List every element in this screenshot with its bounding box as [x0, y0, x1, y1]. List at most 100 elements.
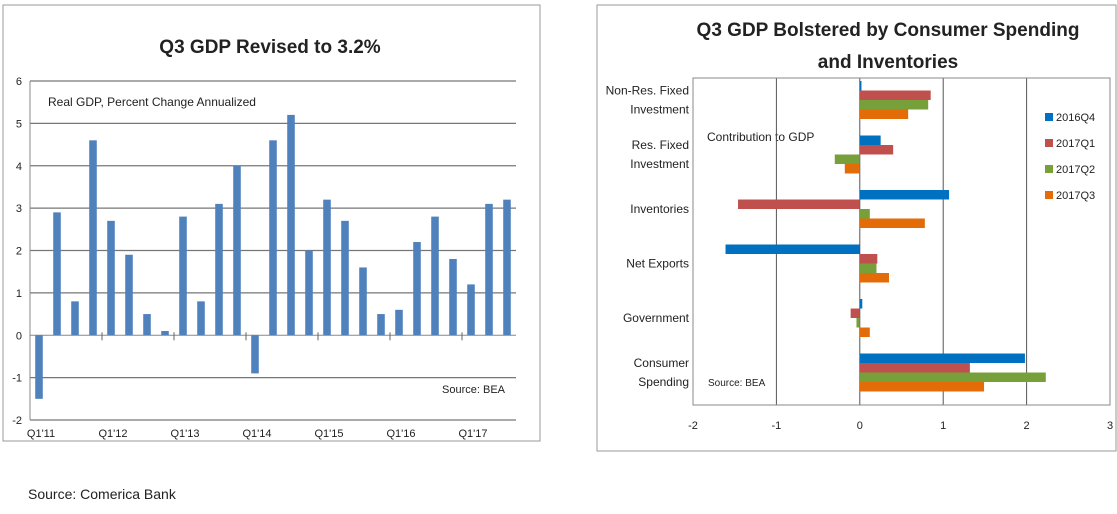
bar [143, 314, 151, 336]
bar-2017Q3 [859, 109, 909, 119]
y-tick-label: 2 [16, 246, 22, 258]
y-tick-label: 3 [16, 203, 22, 215]
bar [197, 301, 205, 336]
bar-2016Q4 [859, 353, 1025, 363]
bar [287, 114, 295, 336]
x-tick-label: Q1'17 [458, 428, 487, 440]
bar-2017Q3 [859, 327, 870, 337]
bar-2016Q4 [859, 190, 950, 200]
bar-2017Q1 [859, 254, 878, 264]
bar-2017Q1 [850, 308, 860, 318]
y-tick-label: -1 [12, 373, 22, 385]
footer-source: Source: Comerica Bank [28, 486, 176, 502]
bar [215, 203, 223, 336]
y-tick-label: 0 [16, 330, 22, 342]
y-tick-label: 4 [16, 161, 22, 173]
bar [269, 140, 277, 336]
x-tick-label: 2 [1024, 420, 1030, 432]
category-label: Investment [630, 103, 689, 117]
category-label: Res. Fixed [632, 138, 689, 152]
right-chart-title-line1: Q3 GDP Bolstered by Consumer Spending [697, 20, 1080, 41]
bar [341, 220, 349, 336]
y-tick-label: -2 [12, 415, 22, 427]
bar-2016Q4 [725, 244, 860, 254]
y-tick-label: 6 [16, 76, 22, 88]
bar [413, 242, 421, 336]
bar [485, 203, 493, 336]
bar-2017Q3 [844, 164, 860, 174]
bar [35, 335, 43, 399]
x-tick-label: 1 [940, 420, 946, 432]
bar [467, 284, 475, 336]
bar [233, 165, 241, 336]
legend-label: 2017Q3 [1056, 190, 1095, 202]
bar-2016Q4 [859, 135, 881, 145]
bar [107, 220, 115, 336]
x-tick-label: -1 [772, 420, 782, 432]
x-tick-label: Q1'14 [242, 428, 271, 440]
right-chart-source: Source: BEA [708, 378, 766, 389]
bar-2016Q4 [859, 299, 863, 309]
bar-2017Q2 [834, 154, 860, 164]
bar-2017Q3 [859, 218, 925, 228]
x-tick-label: 0 [857, 420, 863, 432]
bar-2017Q2 [856, 318, 860, 328]
category-label: Inventories [630, 202, 689, 216]
bar-2016Q4 [859, 81, 862, 91]
bar [71, 301, 79, 336]
category-label: Consumer [634, 356, 689, 370]
bar-2017Q2 [859, 372, 1046, 382]
category-label: Spending [638, 375, 689, 389]
x-tick-label: Q1'11 [27, 428, 55, 440]
legend-label: 2017Q1 [1056, 138, 1095, 150]
x-tick-label: -2 [688, 420, 698, 432]
left-chart-title: Q3 GDP Revised to 3.2% [159, 37, 381, 58]
plot-border [692, 77, 1111, 406]
x-tick-label: Q1'15 [314, 428, 343, 440]
bar [161, 331, 169, 336]
category-label: Non-Res. Fixed [606, 84, 689, 98]
bar-2017Q1 [859, 145, 894, 155]
bar [503, 199, 511, 336]
x-tick-label: Q1'12 [98, 428, 127, 440]
bar [431, 216, 439, 336]
y-tick-label: 5 [16, 118, 22, 130]
bar-2017Q1 [859, 363, 970, 373]
x-tick-label: Q1'13 [170, 428, 199, 440]
category-label: Net Exports [626, 257, 689, 271]
legend-swatch [1045, 165, 1053, 173]
bar [395, 309, 403, 336]
bar [89, 140, 97, 336]
bar [179, 216, 187, 336]
bar [305, 250, 313, 336]
category-label: Government [623, 311, 690, 325]
bar [449, 258, 457, 336]
bar-2017Q2 [859, 263, 877, 273]
bar-2017Q3 [859, 273, 889, 283]
bar-2017Q3 [859, 382, 985, 392]
bar-2017Q2 [859, 209, 870, 219]
bar [53, 212, 61, 336]
right-chart-title-line2: and Inventories [818, 52, 958, 73]
bar [251, 335, 259, 374]
legend-label: 2016Q4 [1056, 112, 1095, 124]
bar-2017Q2 [859, 100, 929, 110]
left-chart-source: Source: BEA [442, 384, 506, 396]
bar [125, 254, 133, 336]
x-tick-label: Q1'16 [386, 428, 415, 440]
x-tick-label: 3 [1107, 420, 1113, 432]
bar [377, 314, 385, 336]
legend-swatch [1045, 113, 1053, 121]
bar [359, 267, 367, 336]
right-chart-annotation: Contribution to GDP [707, 130, 814, 144]
bar-2017Q1 [859, 90, 931, 100]
bar-2017Q1 [738, 199, 860, 209]
legend-swatch [1045, 191, 1053, 199]
legend-label: 2017Q2 [1056, 164, 1095, 176]
y-tick-label: 1 [16, 288, 22, 300]
left-chart-annotation: Real GDP, Percent Change Annualized [48, 95, 256, 109]
legend-swatch [1045, 139, 1053, 147]
bar [323, 199, 331, 336]
category-label: Investment [630, 157, 689, 171]
